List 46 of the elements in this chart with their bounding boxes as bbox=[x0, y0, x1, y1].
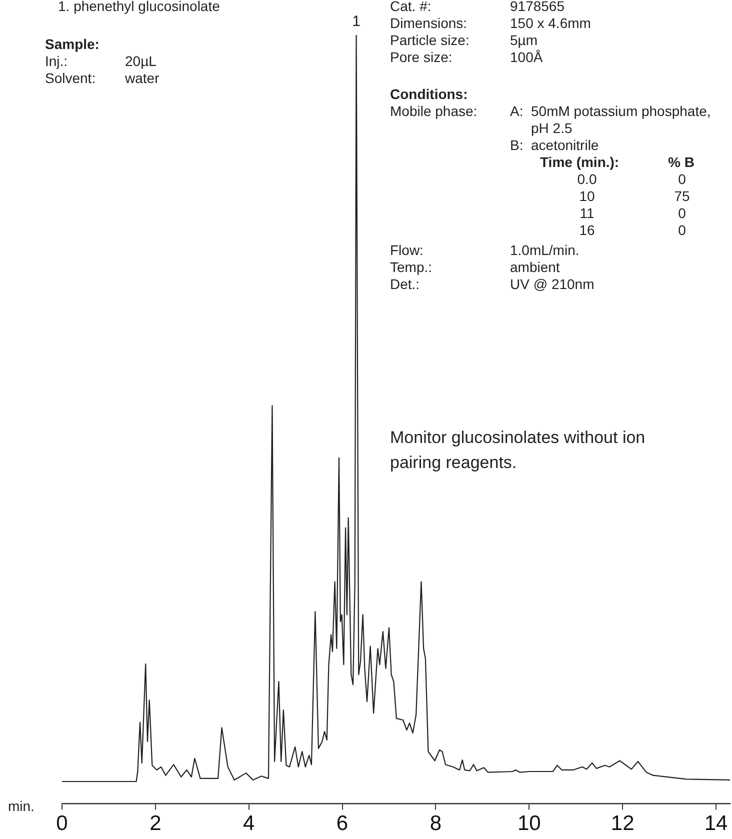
annotation: 11 bbox=[580, 205, 594, 221]
annotation: 0 bbox=[678, 222, 686, 238]
annotation: 75 bbox=[674, 188, 690, 204]
annotation: 0.0 bbox=[577, 171, 597, 187]
x-tick-label: 6 bbox=[336, 812, 348, 836]
annotation: water bbox=[125, 70, 160, 86]
text: 9178565 bbox=[510, 0, 565, 14]
annotation: Conditions: bbox=[390, 86, 468, 102]
annotation: Pore size: bbox=[390, 49, 452, 65]
annotation: Mobile phase: bbox=[390, 103, 478, 119]
text: 1. phenethyl glucosinolate bbox=[58, 0, 220, 14]
annotation: Inj.: bbox=[45, 53, 68, 69]
annotation: pH 2.5 bbox=[531, 120, 572, 136]
annotation: Time (min.): bbox=[540, 154, 620, 170]
annotation: 0 bbox=[678, 171, 686, 187]
annotation: Solvent: bbox=[45, 70, 96, 86]
x-tick-label: 0 bbox=[56, 812, 68, 836]
x-tick-label: 8 bbox=[430, 812, 442, 836]
annotation: 5µm bbox=[510, 32, 538, 48]
annotation: Det.: bbox=[390, 276, 420, 292]
annotation: 100Å bbox=[510, 49, 543, 65]
annotation: Particle size: bbox=[390, 32, 470, 48]
annotation: UV @ 210nm bbox=[510, 276, 594, 292]
annotation: % B bbox=[668, 154, 694, 170]
annotation: 1 bbox=[352, 13, 360, 30]
annotation: 0 bbox=[678, 205, 686, 221]
annotation: Monitor glucosinolates without ion pairing reagents. bbox=[390, 428, 646, 472]
annotation: Sample: bbox=[45, 36, 100, 52]
x-tick-label: 2 bbox=[150, 812, 162, 836]
text: Cat. #: bbox=[390, 0, 432, 14]
x-tick-label: 14 bbox=[704, 812, 728, 836]
x-tick-label: 10 bbox=[517, 812, 541, 836]
x-axis-title: min. bbox=[8, 798, 34, 814]
x-tick-label: 12 bbox=[610, 812, 634, 836]
annotation: Flow: bbox=[390, 242, 424, 258]
x-tick-label: 4 bbox=[243, 812, 256, 836]
annotation: 1.0mL/min. bbox=[510, 242, 580, 258]
text: 150 x 4.6mm bbox=[510, 15, 591, 31]
annotation: 10 bbox=[579, 188, 595, 204]
annotation: A: 50mM potassium phosphate, bbox=[510, 103, 711, 119]
text: Dimensions: bbox=[390, 15, 468, 31]
annotation: 20µL bbox=[125, 53, 156, 69]
annotation: Temp.: bbox=[390, 259, 432, 275]
annotation: 16 bbox=[579, 222, 595, 238]
annotation: ambient bbox=[510, 259, 560, 275]
annotation: B: acetonitrile bbox=[510, 137, 599, 153]
